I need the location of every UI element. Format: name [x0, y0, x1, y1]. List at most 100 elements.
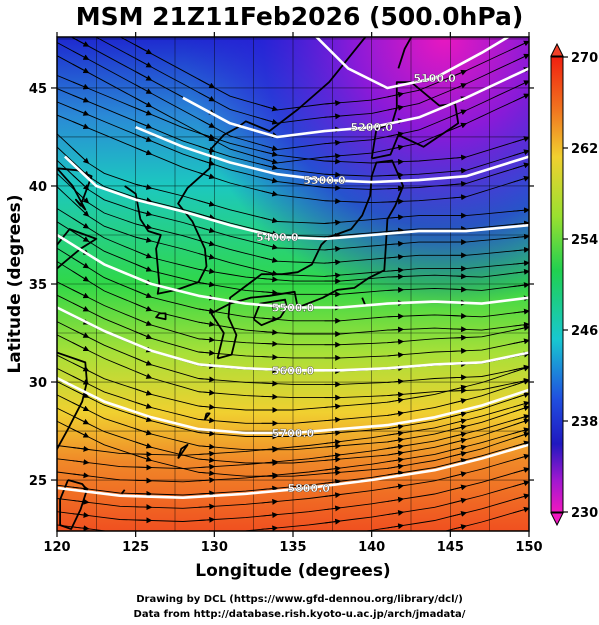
y-tick-label: 25: [29, 474, 47, 489]
wind-arrow: [72, 329, 90, 338]
wind-arrow: [450, 484, 468, 491]
wind-arrow: [135, 388, 153, 396]
wind-arrow: [513, 392, 529, 400]
wind-arrow: [450, 384, 468, 391]
wind-arrow: [450, 347, 468, 354]
height-contour: [182, 67, 529, 139]
wind-arrow: [72, 50, 90, 60]
wind-arrow: [324, 443, 342, 450]
wind-arrow: [513, 233, 529, 240]
wind-arrow: [73, 25, 89, 34]
wind-arrow: [261, 144, 279, 152]
wind-arrow: [513, 268, 529, 275]
wind-arrow: [513, 453, 529, 461]
wind-arrow: [324, 246, 342, 253]
coastline: [210, 159, 404, 360]
y-axis: 25 30 35 40 45: [29, 82, 534, 489]
wind-arrow: [198, 450, 216, 457]
wind-arrow: [198, 268, 216, 275]
wind-arrow: [450, 450, 468, 458]
wind-arrow: [261, 393, 279, 400]
wind-arrow: [198, 490, 216, 497]
wind-arrow: [450, 431, 468, 438]
wind-arrow: [387, 214, 405, 221]
wind-arrow: [135, 454, 153, 462]
colorbar-tick-label: 230: [571, 506, 598, 521]
wind-arrow: [73, 553, 89, 555]
coastline: [397, 37, 413, 69]
wind-arrow: [72, 445, 90, 452]
wind-arrow: [324, 439, 342, 446]
wind-arrow: [387, 450, 405, 457]
wind-arrow: [261, 150, 279, 157]
wind-arrow: [513, 149, 529, 157]
wind-arrow: [450, 497, 468, 504]
wind-arrow: [387, 523, 405, 530]
wind-arrow: [261, 498, 279, 505]
wind-arrow: [387, 338, 405, 345]
wind-arrow: [450, 524, 468, 531]
wind-arrow: [387, 470, 405, 477]
wind-arrow: [387, 158, 405, 165]
data-credit: Data from http://database.rish.kyoto-u.a…: [133, 609, 466, 620]
colorbar-min-arrow: [550, 512, 564, 527]
wind-arrow: [135, 331, 153, 340]
height-contour: [314, 37, 511, 90]
coastline: [155, 312, 167, 321]
wind-arrow: [198, 477, 216, 484]
height-contour: [57, 306, 529, 372]
wind-arrow: [387, 437, 405, 444]
wind-arrow: [324, 505, 342, 512]
wind-arrow: [324, 469, 342, 476]
wind-arrow: [135, 197, 153, 204]
wind-arrow: [513, 308, 529, 315]
wind-arrow: [198, 463, 216, 470]
wind-arrow: [450, 510, 468, 518]
wind-arrow: [198, 253, 216, 260]
wind-arrow: [513, 282, 529, 289]
x-tick-label: 125: [122, 540, 149, 555]
wind-arrow: [73, 540, 89, 542]
wind-arrow: [513, 220, 529, 227]
wind-arrow: [387, 397, 405, 404]
wind-arrow: [135, 371, 153, 379]
wind-arrow: [324, 113, 342, 120]
wind-arrow: [198, 417, 216, 424]
wind-arrow: [513, 493, 529, 501]
wind-arrow: [135, 58, 153, 68]
wind-arrow: [387, 240, 405, 247]
colorbar-tick-label: 238: [571, 415, 598, 430]
x-tick-label: 140: [358, 540, 385, 555]
wind-arrow: [72, 302, 90, 312]
wind-arrow: [387, 443, 405, 450]
wind-arrow: [261, 512, 279, 519]
wind-arrow: [198, 376, 216, 383]
wind-arrow: [135, 303, 153, 312]
wind-arrow: [387, 509, 405, 516]
wind-arrow: [513, 414, 529, 421]
wind-arrow: [387, 91, 405, 98]
wind-arrow: [72, 37, 90, 47]
wind-arrow: [72, 472, 90, 479]
contour-label: 5100.0: [413, 72, 456, 85]
wind-arrow: [324, 465, 342, 472]
wind-arrow: [324, 403, 342, 410]
wind-arrow: [72, 81, 90, 90]
y-axis-label: Latitude (degrees): [5, 194, 25, 373]
contour-label: 5300.0: [303, 174, 346, 187]
height-contour: [135, 125, 529, 184]
wind-arrow: [324, 139, 342, 146]
wind-arrow: [450, 326, 468, 333]
wind-arrow: [513, 418, 529, 426]
wind-arrow: [198, 349, 216, 356]
wind-arrow: [135, 318, 153, 326]
wind-arrow: [135, 477, 153, 484]
colorbar-max-arrow: [550, 42, 564, 57]
wind-arrow: [72, 459, 90, 466]
wind-arrow: [387, 410, 405, 417]
wind-arrow: [135, 401, 153, 409]
wind-arrow: [198, 430, 216, 437]
x-tick-label: 130: [201, 540, 228, 555]
wind-arrow: [72, 289, 90, 299]
wind-arrow: [324, 158, 342, 165]
